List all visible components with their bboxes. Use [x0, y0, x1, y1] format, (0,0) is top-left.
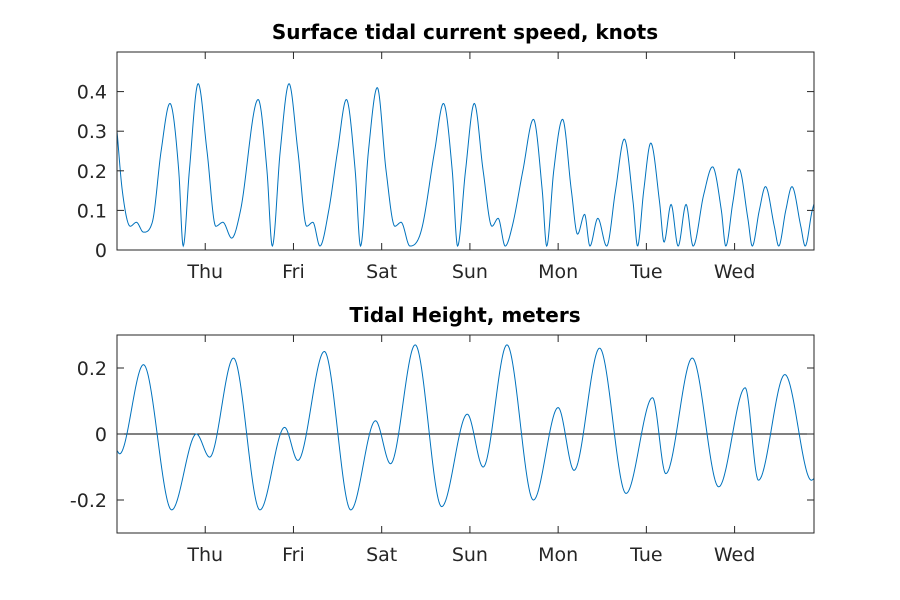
tidal-height-panel: Tidal Height, meters -0.2 0 0.2 Thu Fri Sat S… — [70, 303, 815, 566]
current-speed-x-tick-label: Sun — [452, 261, 488, 283]
tidal-height-x-axis: Thu Fri Sat Sun Mon Tue Wed — [186, 335, 755, 566]
current-speed-y-tick-label: 0.1 — [77, 200, 107, 222]
current-speed-x-axis: Thu Fri Sat Sun Mon Tue Wed — [186, 52, 755, 283]
tidal-height-x-tick-label: Fri — [282, 544, 305, 566]
current-speed-y-tick-label: 0.2 — [77, 161, 107, 183]
current-speed-x-tick-label: Thu — [186, 261, 223, 283]
tidal-height-x-tick-label: Thu — [186, 544, 223, 566]
tidal-height-y-tick-label: 0.2 — [77, 358, 107, 380]
current-speed-plot-area — [117, 83, 814, 248]
tidal-height-x-tick-label: Wed — [714, 544, 755, 566]
tidal-height-x-tick-label: Mon — [538, 544, 578, 566]
current-speed-y-tick-label: 0.3 — [77, 121, 107, 143]
current-speed-y-tick-label: 0 — [95, 240, 107, 262]
current-speed-x-tick-label: Fri — [282, 261, 305, 283]
current-speed-x-tick-label: Mon — [538, 261, 578, 283]
current-speed-axes-box — [116, 51, 815, 251]
current-speed-title: Surface tidal current speed, knots — [272, 20, 658, 44]
current-speed-x-tick-label: Tue — [629, 261, 662, 283]
current-speed-series-line — [117, 83, 814, 248]
current-speed-y-tick-label: 0.4 — [77, 82, 107, 104]
current-speed-x-tick-label: Sat — [366, 261, 397, 283]
current-speed-panel: Surface tidal current speed, knots 00.10… — [77, 20, 815, 283]
current-speed-y-axis: 0 0.1 0.2 0.3 0.4 — [77, 82, 814, 262]
tidal-height-x-tick-label: Tue — [629, 544, 662, 566]
tidal-height-x-tick-label: Sun — [452, 544, 488, 566]
tidal-height-title: Tidal Height, meters — [349, 303, 580, 327]
tidal-height-y-tick-label: 0 — [95, 424, 107, 446]
current-speed-x-tick-label: Wed — [714, 261, 755, 283]
tidal-height-plot-area — [117, 344, 814, 511]
tidal-height-series-line — [117, 344, 814, 511]
tidal-height-y-tick-label: -0.2 — [70, 490, 107, 512]
tidal-height-y-axis: -0.2 0 0.2 — [70, 358, 814, 512]
tidal-height-x-tick-label: Sat — [366, 544, 397, 566]
